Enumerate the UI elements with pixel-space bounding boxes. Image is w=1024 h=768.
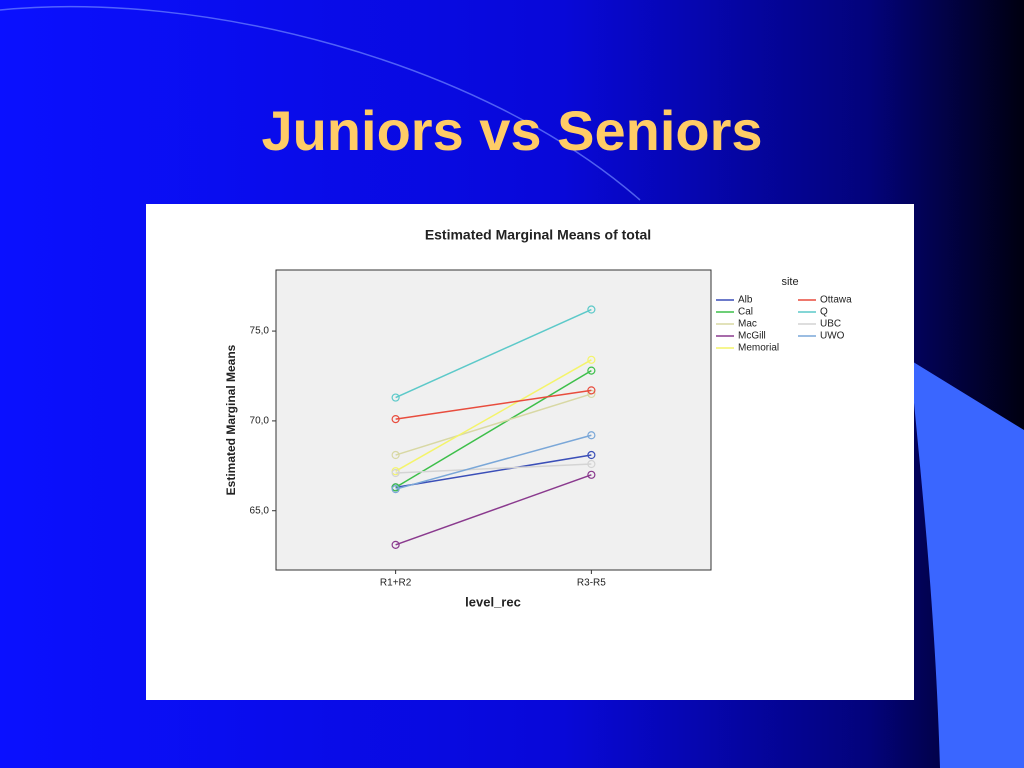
y-tick-label: 65,0 xyxy=(250,505,270,516)
series-line xyxy=(395,454,592,489)
legend-label: UBC xyxy=(820,319,841,330)
decor-curve xyxy=(0,5,641,201)
series-line xyxy=(395,359,592,472)
data-point xyxy=(391,468,400,478)
x-tick-label: R1+R2 xyxy=(380,578,412,589)
data-point xyxy=(587,366,596,375)
legend-label: Mac xyxy=(738,319,757,330)
legend-label: UWO xyxy=(820,331,845,342)
slide-title: Juniors vs Seniors xyxy=(261,99,762,162)
y-tick-label: 75,0 xyxy=(250,326,270,337)
data-point xyxy=(391,450,400,460)
legend-label: Ottawa xyxy=(820,295,852,306)
data-point xyxy=(391,393,400,402)
series-line xyxy=(395,393,592,456)
y-axis-label: Estimated Marginal Means xyxy=(224,344,238,495)
series-line xyxy=(395,308,592,399)
data-point xyxy=(391,540,400,549)
legend-label: Memorial xyxy=(738,343,779,354)
series-line xyxy=(395,369,592,489)
plot-area xyxy=(275,269,712,571)
data-point xyxy=(587,459,596,469)
data-point xyxy=(391,415,400,424)
legend-label: Alb xyxy=(738,295,753,306)
legend-label: Cal xyxy=(738,307,753,318)
data-point xyxy=(391,485,400,494)
x-axis-label: level_rec xyxy=(465,594,521,609)
series-line xyxy=(395,389,592,420)
y-tick-label: 70,0 xyxy=(250,416,270,427)
data-point xyxy=(587,450,596,460)
legend-label: McGill xyxy=(738,331,766,342)
data-point xyxy=(587,470,596,479)
data-point xyxy=(587,355,596,364)
legend-title: site xyxy=(781,276,798,288)
series-line xyxy=(395,434,592,490)
x-tick-label: R3-R5 xyxy=(577,578,606,589)
data-point xyxy=(587,386,596,395)
chart-title: Estimated Marginal Means of total xyxy=(425,227,651,243)
series-line xyxy=(395,463,592,474)
data-point xyxy=(587,431,596,440)
series-line xyxy=(395,474,592,546)
data-point xyxy=(587,305,596,314)
legend-label: Q xyxy=(820,307,828,318)
decor-shape xyxy=(910,360,1024,768)
